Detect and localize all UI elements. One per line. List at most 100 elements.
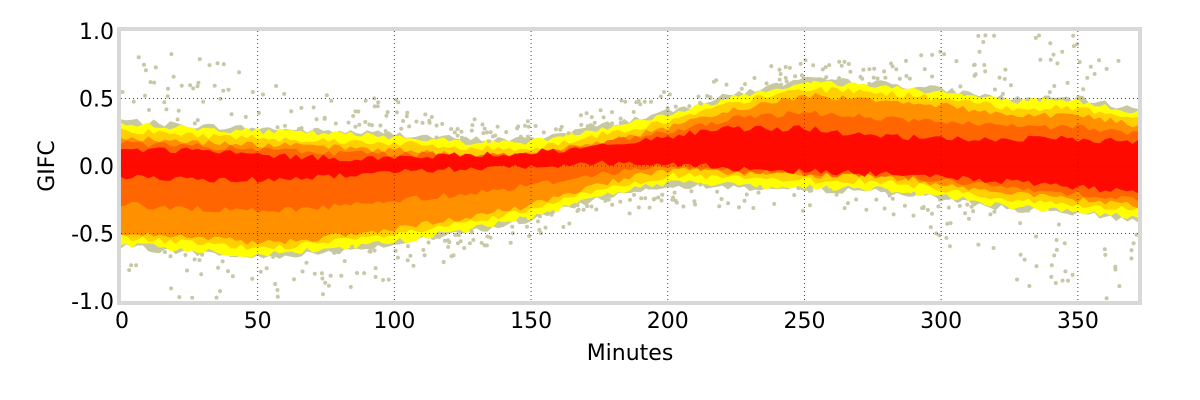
- outlier-point: [689, 189, 694, 194]
- outlier-point: [405, 258, 410, 263]
- outlier-point: [179, 83, 184, 88]
- outlier-point: [455, 133, 460, 138]
- outlier-point: [510, 231, 515, 236]
- outlier-point: [592, 120, 597, 125]
- outlier-point: [594, 207, 599, 212]
- outlier-point: [726, 201, 731, 206]
- outlier-point: [162, 250, 167, 254]
- outlier-point: [538, 231, 543, 236]
- outlier-point: [801, 208, 805, 213]
- outlier-point: [715, 189, 720, 194]
- outlier-point: [250, 90, 255, 94]
- outlier-point: [422, 253, 427, 258]
- outlier-point: [992, 209, 997, 214]
- outlier-point: [332, 250, 337, 255]
- outlier-point: [983, 69, 988, 74]
- outlier-point: [434, 123, 439, 128]
- outlier-point: [525, 224, 529, 229]
- outlier-point: [945, 221, 950, 226]
- outlier-point: [185, 268, 189, 273]
- outlier-point: [867, 81, 872, 86]
- outlier-point: [656, 195, 661, 200]
- outlier-point: [1077, 60, 1082, 64]
- outlier-point: [275, 125, 280, 130]
- outlier-point: [504, 130, 509, 135]
- outlier-point: [1081, 87, 1086, 92]
- outlier-point: [455, 241, 460, 246]
- outlier-point: [215, 61, 220, 66]
- outlier-point: [623, 99, 628, 104]
- outlier-point: [147, 108, 151, 112]
- outlier-point: [536, 219, 540, 224]
- outlier-point: [674, 200, 679, 205]
- outlier-point: [972, 73, 977, 78]
- outlier-point: [1054, 238, 1059, 242]
- outlier-point: [553, 127, 558, 132]
- outlier-point: [890, 196, 895, 201]
- outlier-point: [226, 269, 230, 274]
- outlier-point: [467, 241, 472, 246]
- outlier-point: [693, 202, 698, 207]
- outlier-point: [772, 201, 777, 206]
- outlier-point: [441, 260, 446, 264]
- outlier-point: [992, 87, 997, 92]
- outlier-point: [406, 244, 410, 249]
- outlier-point: [482, 243, 487, 248]
- outlier-point: [991, 246, 996, 250]
- outlier-point: [610, 110, 614, 115]
- outlier-point: [947, 244, 952, 249]
- outlier-point: [1085, 75, 1090, 80]
- outlier-point: [342, 259, 347, 264]
- outlier-point: [216, 265, 221, 270]
- outlier-point: [642, 99, 647, 104]
- outlier-point: [803, 58, 808, 63]
- outlier-point: [962, 92, 967, 96]
- outlier-point: [835, 79, 840, 84]
- outlier-point: [442, 238, 447, 243]
- outlier-point: [357, 122, 362, 127]
- outlier-point: [372, 248, 377, 253]
- outlier-point: [264, 266, 269, 271]
- outlier-point: [533, 124, 538, 128]
- outlier-point: [938, 49, 943, 54]
- outlier-point: [672, 190, 677, 195]
- outlier-point: [558, 127, 563, 132]
- outlier-point: [134, 263, 139, 268]
- outlier-point: [945, 196, 950, 200]
- outlier-point: [458, 239, 463, 244]
- outlier-point: [195, 84, 200, 89]
- outlier-point: [981, 40, 986, 44]
- outlier-point: [169, 52, 174, 57]
- outlier-point: [320, 276, 325, 281]
- outlier-point: [324, 93, 329, 98]
- outlier-point: [1048, 41, 1053, 46]
- outlier-point: [670, 197, 675, 202]
- outlier-point: [764, 81, 769, 86]
- outlier-point: [482, 126, 487, 131]
- outlier-point: [958, 84, 963, 89]
- outlier-point: [992, 33, 997, 38]
- outlier-point: [188, 83, 193, 88]
- outlier-point: [793, 74, 798, 79]
- outlier-point: [946, 205, 951, 210]
- outlier-point: [394, 110, 399, 115]
- outlier-point: [495, 124, 500, 129]
- outlier-point: [404, 114, 409, 119]
- outlier-point: [1071, 44, 1076, 49]
- outlier-point: [665, 106, 670, 111]
- outlier-point: [177, 295, 182, 300]
- outlier-point: [1038, 57, 1043, 62]
- outlier-point: [1055, 61, 1060, 66]
- outlier-point: [1060, 49, 1065, 54]
- outlier-point: [837, 76, 842, 81]
- outlier-point: [350, 244, 355, 249]
- outlier-point: [938, 197, 943, 202]
- outlier-point: [250, 276, 255, 281]
- outlier-point: [385, 110, 390, 115]
- outlier-point: [1052, 253, 1057, 258]
- outlier-point: [261, 92, 265, 97]
- outlier-point: [405, 110, 410, 115]
- outlier-point: [966, 216, 971, 221]
- outlier-point: [647, 185, 652, 190]
- x-tick-label: 350: [1057, 309, 1099, 334]
